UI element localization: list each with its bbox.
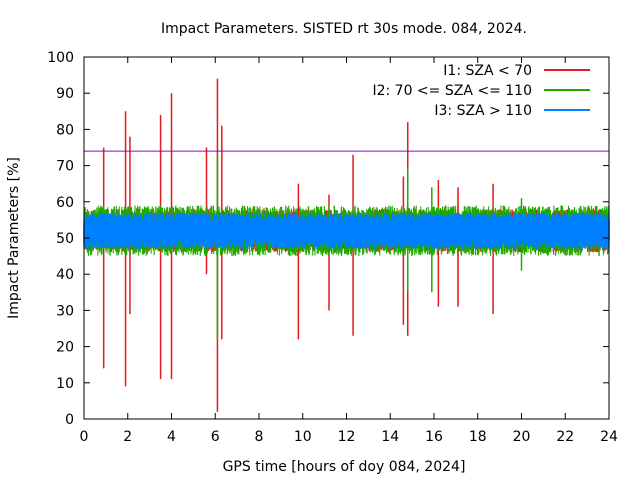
y-tick-label: 0: [65, 412, 74, 428]
legend-label: I1: SZA < 70: [443, 63, 532, 79]
y-tick-label: 90: [56, 86, 74, 102]
x-tick-label: 2: [123, 429, 132, 445]
plot-data-layer: [83, 78, 610, 412]
x-tick-label: 6: [211, 429, 220, 445]
y-tick-label: 50: [56, 231, 74, 247]
chart-title: Impact Parameters. SISTED rt 30s mode. 0…: [161, 21, 527, 37]
x-tick-label: 14: [381, 429, 399, 445]
x-tick-label: 0: [80, 429, 89, 445]
x-axis-ticks: 0 2 4 6 8 10 12 14 16 18 20 22 24: [80, 57, 618, 445]
x-axis-label: GPS time [hours of doy 084, 2024]: [223, 459, 466, 475]
legend-label: I2: 70 <= SZA <= 110: [372, 83, 532, 99]
y-axis-ticks: 0 10 20 30 40 50 60 70 80 90 100: [47, 50, 609, 428]
y-tick-label: 60: [56, 195, 74, 211]
y-tick-label: 30: [56, 303, 74, 319]
x-tick-label: 4: [167, 429, 176, 445]
x-tick-label: 10: [294, 429, 312, 445]
y-tick-label: 10: [56, 376, 74, 392]
x-tick-label: 16: [425, 429, 443, 445]
series-3: [83, 212, 610, 249]
x-tick-label: 12: [338, 429, 356, 445]
x-tick-label: 20: [513, 429, 531, 445]
y-tick-label: 70: [56, 159, 74, 175]
x-tick-label: 22: [556, 429, 574, 445]
x-tick-label: 8: [255, 429, 264, 445]
x-tick-label: 18: [469, 429, 487, 445]
legend: I1: SZA < 70 I2: 70 <= SZA <= 110 I3: SZA …: [372, 63, 590, 119]
legend-label: I3: SZA > 110: [434, 103, 532, 119]
series-3-trace: [83, 212, 610, 249]
y-tick-label: 20: [56, 340, 74, 356]
y-tick-label: 100: [47, 50, 74, 66]
y-axis-label: Impact Parameters [%]: [6, 157, 22, 319]
x-tick-label: 24: [600, 429, 618, 445]
y-tick-label: 80: [56, 122, 74, 138]
y-tick-label: 40: [56, 267, 74, 283]
